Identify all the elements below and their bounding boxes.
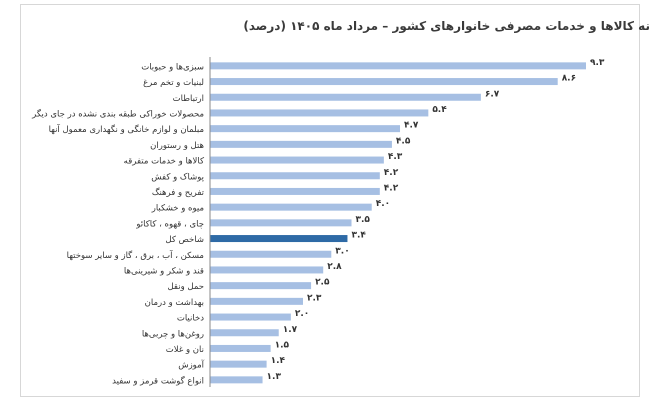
bar (210, 360, 267, 368)
category-label: لبنیات و تخم مرغ (143, 78, 204, 88)
value-label: ۶.۷ (485, 89, 500, 99)
bar (210, 329, 279, 337)
bar (210, 203, 372, 211)
category-label: ارتباطات (173, 94, 204, 104)
bar (210, 266, 324, 274)
value-label: ۴.۲ (384, 183, 399, 193)
bar (210, 109, 429, 117)
category-label: پوشاک و کفش (151, 172, 204, 182)
bar (210, 376, 263, 384)
value-label: ۲.۰ (295, 309, 309, 319)
bar (210, 62, 586, 70)
value-label: ۲.۵ (315, 278, 330, 288)
value-label: ۵.۴ (432, 105, 447, 115)
value-label: ۴.۰ (376, 199, 390, 209)
category-label: بهداشت و درمان (145, 298, 204, 308)
value-label: ۱.۷ (283, 325, 298, 335)
category-label: انواع گوشت قرمز و سفید (112, 375, 204, 386)
category-label: شاخص کل (165, 235, 204, 245)
category-label: کالاها و خدمات متفرقه (124, 157, 205, 167)
bar (210, 156, 384, 164)
category-label: مسکن ، آب ، برق ، گاز و سایر سوختها (67, 249, 204, 261)
value-label: ۸.۶ (562, 74, 576, 84)
value-label: ۱.۵ (275, 340, 290, 350)
category-label: دخانیات (177, 314, 204, 324)
value-label: ۴.۳ (388, 152, 403, 162)
bar (210, 297, 303, 305)
value-label: ۳.۵ (356, 215, 371, 225)
bar (210, 344, 271, 352)
bar (210, 78, 558, 86)
bar (210, 125, 401, 133)
bar (210, 172, 380, 180)
value-label: ۱.۳ (267, 372, 282, 382)
value-label: ۳.۰ (335, 246, 349, 256)
bar (210, 219, 352, 227)
category-label: چای ، قهوه ، کاکائو (135, 219, 204, 229)
bar-highlight (210, 235, 348, 243)
category-label: حمل ونقل (167, 282, 204, 292)
category-label: قند و شکر و شیرینی‌ها (124, 266, 204, 276)
chart-title: تورم ماهانه کالاها و خدمات مصرفی خانواره… (243, 19, 650, 34)
category-label: هتل و رستوران (150, 141, 204, 151)
category-label: تفریح و فرهنگ (152, 187, 205, 198)
bar (210, 250, 332, 258)
category-label: آموزش (178, 359, 204, 371)
value-label: ۹.۳ (590, 58, 605, 68)
category-label: روغن‌ها و چربی‌ها (142, 329, 204, 339)
bar (210, 187, 380, 195)
bar (210, 140, 392, 148)
value-label: ۴.۷ (404, 121, 419, 131)
bar (210, 282, 312, 290)
value-label: ۴.۵ (396, 136, 411, 146)
value-label: ۲.۸ (327, 262, 342, 272)
category-label: سبزی‌ها و حبوبات (141, 62, 204, 72)
category-label: مبلمان و لوازم خانگی و نگهداری معمول آنه… (49, 123, 204, 135)
value-label: ۱.۴ (271, 356, 286, 366)
bar (210, 313, 291, 321)
bars-layer: سبزی‌ها و حبوبات ۹.۳ لبنیات و تخم مرغ ۸.۶ ار… (31, 58, 605, 387)
category-label: میوه و خشکبار (151, 204, 204, 214)
bar (210, 93, 481, 101)
value-label: ۳.۴ (351, 231, 366, 241)
value-label: ۴.۲ (384, 168, 399, 178)
value-label: ۲.۳ (307, 293, 322, 303)
category-label: نان و غلات (166, 345, 204, 355)
chart-border (20, 4, 640, 397)
category-label: محصولات خوراکی طبقه بندی نشده در جای دیگ… (31, 108, 204, 119)
